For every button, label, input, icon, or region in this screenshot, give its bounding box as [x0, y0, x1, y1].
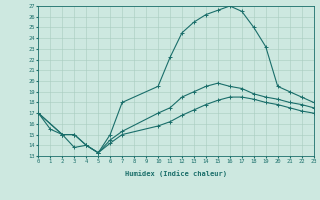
- X-axis label: Humidex (Indice chaleur): Humidex (Indice chaleur): [125, 170, 227, 177]
